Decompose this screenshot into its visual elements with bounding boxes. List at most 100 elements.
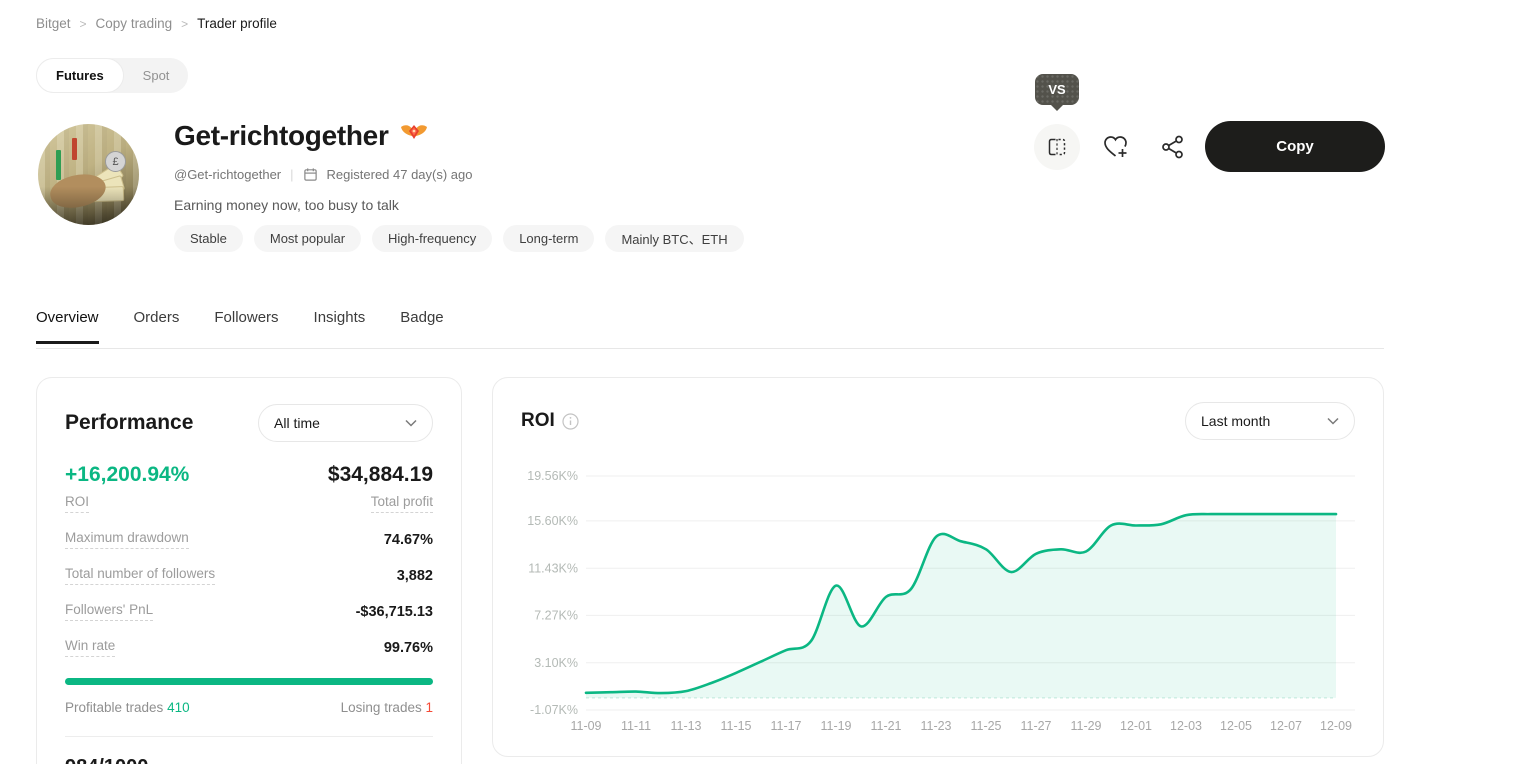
- favorite-button[interactable]: [1100, 132, 1132, 162]
- breadcrumb-item-copy-trading[interactable]: Copy trading: [95, 16, 173, 31]
- compare-icon: [1046, 136, 1068, 158]
- breadcrumb-separator-icon: >: [79, 16, 87, 31]
- roi-value: +16,200.94%: [65, 463, 190, 486]
- avatar: £: [38, 124, 139, 225]
- tag-long-term: Long-term: [503, 225, 595, 252]
- copier-capacity: 984/1000: [65, 756, 433, 764]
- performance-period-value: All time: [274, 415, 320, 431]
- tag-most-popular: Most popular: [253, 225, 362, 252]
- trader-name: Get-richtogether: [174, 120, 389, 151]
- svg-text:12-05: 12-05: [1220, 719, 1252, 733]
- svg-text:11-25: 11-25: [970, 719, 1001, 733]
- share-button[interactable]: [1158, 133, 1188, 161]
- svg-text:12-01: 12-01: [1120, 719, 1152, 733]
- tab-insights[interactable]: Insights: [313, 309, 366, 326]
- vs-tooltip: VS: [1035, 74, 1079, 105]
- profile-tabs: Overview Orders Followers Insights Badge: [36, 309, 444, 344]
- trader-meta-row: @Get-richtogether | Registered 47 day(s)…: [174, 167, 473, 182]
- profitable-trades-label: Profitable trades: [65, 700, 164, 715]
- tab-orders[interactable]: Orders: [133, 309, 180, 326]
- svg-text:7.27K%: 7.27K%: [534, 609, 578, 623]
- breadcrumb-item-trader-profile: Trader profile: [197, 16, 277, 31]
- svg-text:12-07: 12-07: [1270, 719, 1302, 733]
- svg-text:3.10K%: 3.10K%: [534, 656, 578, 670]
- svg-text:11-29: 11-29: [1070, 719, 1101, 733]
- breadcrumb-item-bitget[interactable]: Bitget: [36, 16, 71, 31]
- svg-text:11-23: 11-23: [920, 719, 951, 733]
- svg-text:12-09: 12-09: [1320, 719, 1352, 733]
- roi-card-title: ROI: [521, 410, 555, 431]
- max-drawdown-value: 74.67%: [383, 531, 433, 548]
- max-drawdown-label: Maximum drawdown: [65, 530, 189, 549]
- info-icon[interactable]: [562, 412, 579, 430]
- total-profit-value: $34,884.19: [327, 463, 433, 486]
- registered-text: Registered 47 day(s) ago: [326, 167, 473, 182]
- trader-name-row: Get-richtogether: [174, 120, 428, 152]
- svg-text:15.60K%: 15.60K%: [527, 514, 578, 528]
- breadcrumb-separator-icon: >: [181, 16, 189, 31]
- tabs-divider: [36, 348, 1384, 349]
- roi-label: ROI: [65, 494, 90, 513]
- market-toggle: Futures Spot: [36, 58, 189, 93]
- chevron-down-icon: [405, 419, 417, 427]
- performance-period-select[interactable]: All time: [258, 404, 433, 442]
- compare-traders-button[interactable]: [1034, 124, 1080, 170]
- svg-text:11-13: 11-13: [670, 719, 701, 733]
- svg-text:11.43K%: 11.43K%: [528, 561, 578, 575]
- followers-count-label: Total number of followers: [65, 566, 216, 585]
- toggle-spot[interactable]: Spot: [124, 58, 189, 93]
- svg-text:11-27: 11-27: [1020, 719, 1051, 733]
- tab-overview[interactable]: Overview: [36, 309, 99, 344]
- trader-badge-icon: [400, 123, 428, 150]
- avatar-shadow: [38, 124, 139, 225]
- performance-divider: [65, 736, 433, 737]
- roi-chart: 19.56K% 15.60K% 11.43K% 7.27K% 3.10K% -1.07K%…: [521, 444, 1355, 749]
- stat-row-max-drawdown: Maximum drawdown 74.67%: [65, 530, 433, 549]
- performance-title: Performance: [65, 411, 194, 434]
- toggle-futures[interactable]: Futures: [36, 58, 124, 93]
- roi-period-value: Last month: [1201, 413, 1271, 429]
- breadcrumb: Bitget > Copy trading > Trader profile: [36, 16, 277, 31]
- roi-card: ROI Last month 19.56K% 15.60K% 11.43K% 7.27…: [492, 377, 1384, 757]
- tab-followers[interactable]: Followers: [214, 309, 279, 326]
- losing-trades-value: 1: [425, 700, 433, 715]
- chevron-down-icon: [1327, 417, 1339, 425]
- stat-row-followers: Total number of followers 3,882: [65, 566, 433, 585]
- svg-text:11-19: 11-19: [820, 719, 851, 733]
- followers-count-value: 3,882: [396, 567, 433, 584]
- calendar-icon: [303, 167, 318, 182]
- svg-text:11-11: 11-11: [621, 719, 651, 733]
- win-rate-label: Win rate: [65, 638, 116, 657]
- performance-card: Performance All time +16,200.94% $34,884…: [36, 377, 462, 764]
- svg-text:11-17: 11-17: [770, 719, 801, 733]
- trader-bio: Earning money now, too busy to talk: [174, 197, 399, 213]
- stat-row-win-rate: Win rate 99.76%: [65, 638, 433, 657]
- tag-stable: Stable: [174, 225, 243, 252]
- svg-text:19.56K%: 19.56K%: [527, 469, 578, 483]
- svg-text:12-03: 12-03: [1170, 719, 1202, 733]
- trader-tags: Stable Most popular High-frequency Long-…: [174, 225, 744, 252]
- roi-period-select[interactable]: Last month: [1185, 402, 1355, 440]
- roi-chart-svg: 19.56K% 15.60K% 11.43K% 7.27K% 3.10K% -1.07K%…: [527, 469, 1355, 733]
- svg-text:11-21: 11-21: [870, 719, 901, 733]
- tag-high-frequency: High-frequency: [372, 225, 493, 252]
- tab-badge[interactable]: Badge: [400, 309, 444, 326]
- avatar-coin: £: [105, 151, 126, 172]
- svg-text:11-09: 11-09: [570, 719, 601, 733]
- profitable-trades-value: 410: [167, 700, 190, 715]
- followers-pnl-value: -$36,715.13: [355, 603, 433, 620]
- tag-mainly-btc-eth: Mainly BTC、ETH: [605, 225, 744, 252]
- losing-trades-label: Losing trades: [340, 700, 422, 715]
- losing-trades: Losing trades 1: [341, 700, 433, 715]
- profitable-trades: Profitable trades 410: [65, 700, 190, 715]
- trader-handle: @Get-richtogether: [174, 167, 282, 182]
- win-rate-value: 99.76%: [383, 639, 433, 656]
- heart-plus-icon: [1101, 133, 1131, 161]
- meta-separator: |: [290, 167, 294, 182]
- share-icon: [1160, 134, 1186, 160]
- total-profit-label: Total profit: [370, 494, 433, 513]
- trades-row: Profitable trades 410 Losing trades 1: [65, 700, 433, 715]
- copy-button[interactable]: Copy: [1205, 121, 1385, 172]
- svg-text:-1.07K%: -1.07K%: [530, 703, 578, 717]
